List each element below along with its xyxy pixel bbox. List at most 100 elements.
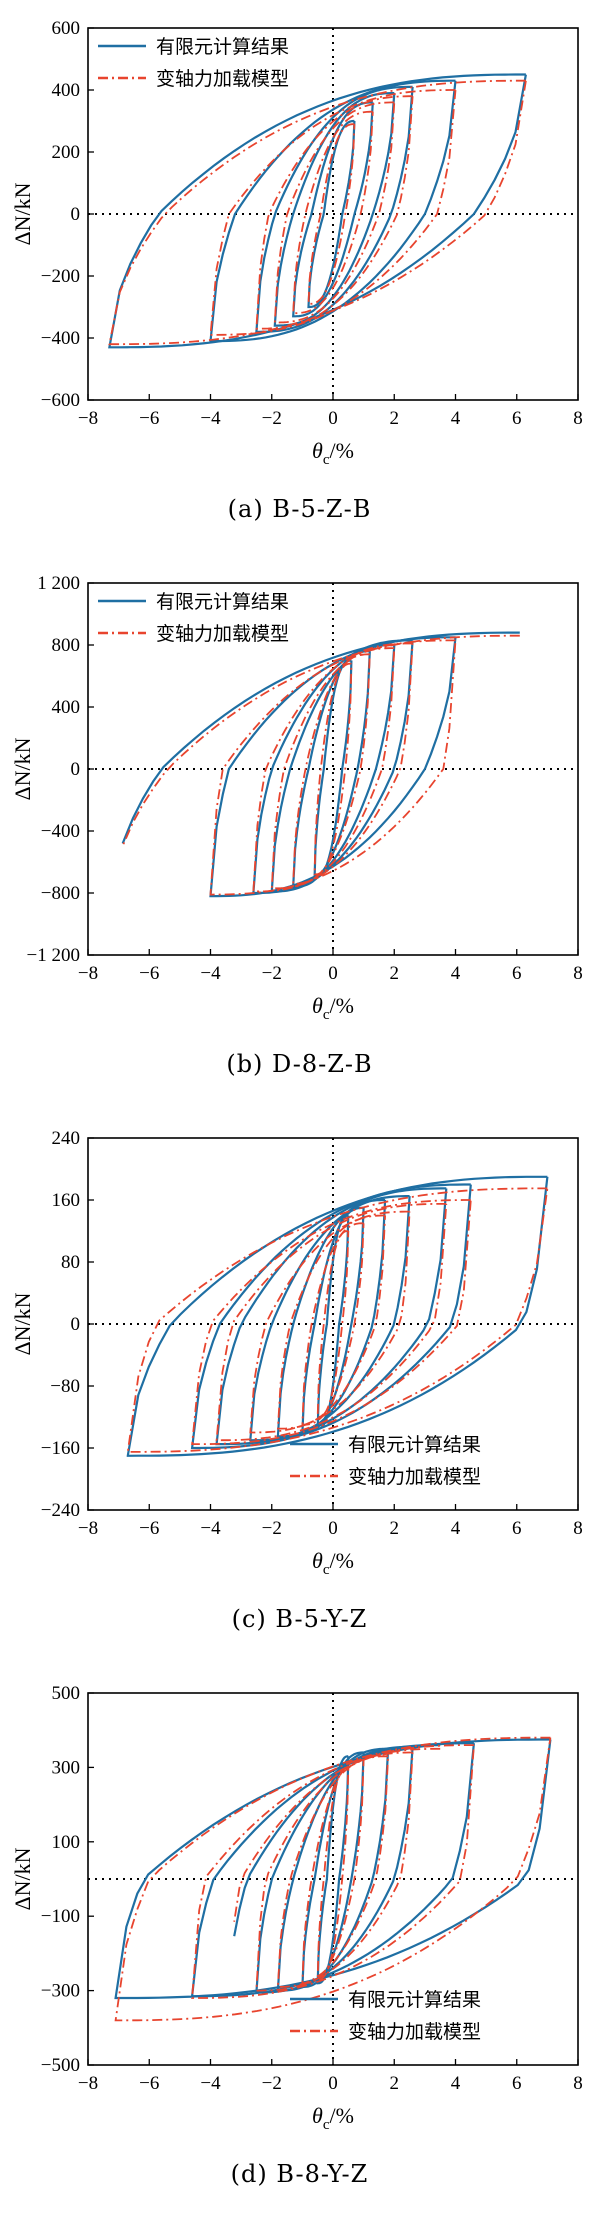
x-axis-label-subscript: c <box>323 2117 330 2133</box>
hysteresis-loop <box>114 1736 552 2022</box>
y-tick-label: −400 <box>41 328 80 349</box>
x-tick-label: 8 <box>573 2073 583 2094</box>
x-tick-label: −4 <box>200 408 221 429</box>
hysteresis-loop <box>307 123 356 305</box>
hysteresis-loop <box>191 1199 472 1445</box>
x-tick-label: −6 <box>139 1518 159 1539</box>
chart-panel-a: −8 −6 −4 −2 0 2 4 6 8 600 400 200 0 −200 −400 −600 θc/% Δ… <box>0 0 599 555</box>
y-tick-label: 0 <box>71 759 81 780</box>
x-tick-label: 8 <box>573 408 583 429</box>
y-axis-label: ΔN/kN <box>10 1292 35 1355</box>
hysteresis-loop <box>255 85 414 333</box>
legend-label: 变轴力加载模型 <box>348 1466 481 1488</box>
legend-label: 有限元计算结果 <box>348 1434 481 1456</box>
y-tick-label: −1 200 <box>27 945 80 966</box>
x-tick-label: 6 <box>512 2073 522 2094</box>
x-axis-label-symbol: θ <box>312 2103 323 2128</box>
y-tick-label: 1 200 <box>37 573 80 594</box>
hysteresis-loop <box>126 1175 549 1457</box>
x-tick-label: −2 <box>262 1518 282 1539</box>
y-tick-label: 0 <box>71 204 81 225</box>
chart-panel-c: −8 −6 −4 −2 0 2 4 6 8 240 160 80 0 −80 −160 −240 θc/% ΔN/… <box>0 1110 599 1665</box>
y-tick-label: −160 <box>41 1438 80 1459</box>
x-axis-label: θc/% <box>312 1548 354 1578</box>
chart-panel-b: −8 −6 −4 −2 0 2 4 6 8 1 200 800 400 0 −400 −800 −1 200 θ… <box>0 555 599 1110</box>
x-tick-label: −2 <box>262 963 282 984</box>
series-model <box>108 79 527 346</box>
x-tick-label: −4 <box>200 1518 221 1539</box>
hysteresis-loop <box>292 110 374 315</box>
hysteresis-loop <box>108 73 527 349</box>
y-tick-label: 240 <box>52 1128 81 1149</box>
x-tick-label: −8 <box>78 963 98 984</box>
caption-d: (d) B-8-Y-Z <box>230 2160 369 2188</box>
y-tick-label: 400 <box>52 697 81 718</box>
x-axis-label-unit: /% <box>330 438 354 463</box>
hysteresis-loop <box>126 1187 549 1453</box>
y-axis-label: ΔN/kN <box>10 737 35 800</box>
legend-label: 有限元计算结果 <box>156 591 289 613</box>
x-tick-label: 6 <box>512 963 522 984</box>
hysteresis-loop <box>121 634 520 847</box>
x-axis-label-subscript: c <box>323 1562 330 1578</box>
x-tick-label: 6 <box>512 408 522 429</box>
hysteresis-loop <box>273 92 396 327</box>
legend-label: 变轴力加载模型 <box>348 2021 481 2043</box>
x-axis-label-symbol: θ <box>312 1548 323 1573</box>
hysteresis-loop <box>273 101 396 324</box>
x-tick-label: 8 <box>573 963 583 984</box>
chart-svg-a: −8 −6 −4 −2 0 2 4 6 8 600 400 200 0 −200 −400 −600 θc/% Δ… <box>10 18 583 468</box>
x-axis-label-subscript: c <box>323 1007 330 1023</box>
hysteresis-loop <box>215 1203 448 1442</box>
x-tick-label: 4 <box>451 2073 461 2094</box>
series-model <box>114 1736 552 2022</box>
legend-label: 有限元计算结果 <box>156 36 289 58</box>
y-tick-label: −100 <box>41 1906 80 1927</box>
x-tick-label: 2 <box>390 1518 400 1539</box>
y-tick-label: 200 <box>52 142 81 163</box>
hysteresis-loop <box>316 1230 350 1418</box>
y-axis-label: ΔN/kN <box>10 182 35 245</box>
y-tick-label: 0 <box>71 1314 81 1335</box>
caption-c: (c) B-5-Y-Z <box>231 1605 368 1633</box>
chart-svg-d: −8 −6 −4 −2 0 2 4 6 8 500 300 100 −100 −300 −500 θc/% ΔN… <box>10 1683 583 2133</box>
hysteresis-loop <box>316 1766 350 1981</box>
legend-label: 变轴力加载模型 <box>156 68 289 90</box>
x-tick-label: −6 <box>139 963 159 984</box>
chart-panel-d: −8 −6 −4 −2 0 2 4 6 8 500 300 100 −100 −300 −500 θc/% ΔN… <box>0 1665 599 2220</box>
x-tick-label: 0 <box>328 963 338 984</box>
hysteresis-loop <box>255 95 414 330</box>
y-tick-label: 400 <box>52 80 81 101</box>
x-tick-label: −8 <box>78 1518 98 1539</box>
x-tick-label: 2 <box>390 963 400 984</box>
legend-label: 有限元计算结果 <box>348 1989 481 2011</box>
series-model <box>126 1187 549 1453</box>
x-axis-label-subscript: c <box>323 452 330 468</box>
x-tick-label: −6 <box>139 2073 159 2094</box>
hysteresis-loop <box>301 1222 365 1426</box>
y-tick-label: −80 <box>50 1376 80 1397</box>
hysteresis-loop <box>191 1744 475 1999</box>
hysteresis-loop <box>313 662 353 876</box>
chart-svg-c: −8 −6 −4 −2 0 2 4 6 8 240 160 80 0 −80 −160 −240 θc/% ΔN/… <box>10 1128 583 1578</box>
x-axis-label-unit: /% <box>330 2103 354 2128</box>
x-tick-label: 0 <box>328 2073 338 2094</box>
x-tick-label: 6 <box>512 1518 522 1539</box>
x-tick-label: 4 <box>451 408 461 429</box>
hysteresis-loop <box>270 647 396 890</box>
x-tick-label: −2 <box>262 408 282 429</box>
x-axis-label-unit: /% <box>330 993 354 1018</box>
y-tick-label: −600 <box>41 390 80 411</box>
x-tick-label: 4 <box>451 963 461 984</box>
y-axis-label: ΔN/kN <box>10 1847 35 1910</box>
x-tick-label: 2 <box>390 408 400 429</box>
hysteresis-loop <box>233 1747 441 1922</box>
chart-svg-b: −8 −6 −4 −2 0 2 4 6 8 1 200 800 400 0 −400 −800 −1 200 θ… <box>10 573 583 1023</box>
caption-b: (b) D-8-Z-B <box>226 1050 373 1078</box>
x-axis-label: θc/% <box>312 993 354 1023</box>
x-tick-label: −2 <box>262 2073 282 2094</box>
y-tick-label: −300 <box>41 1981 80 2002</box>
y-tick-label: −400 <box>41 821 80 842</box>
y-tick-label: −200 <box>41 266 80 287</box>
hysteresis-loop <box>209 89 457 336</box>
